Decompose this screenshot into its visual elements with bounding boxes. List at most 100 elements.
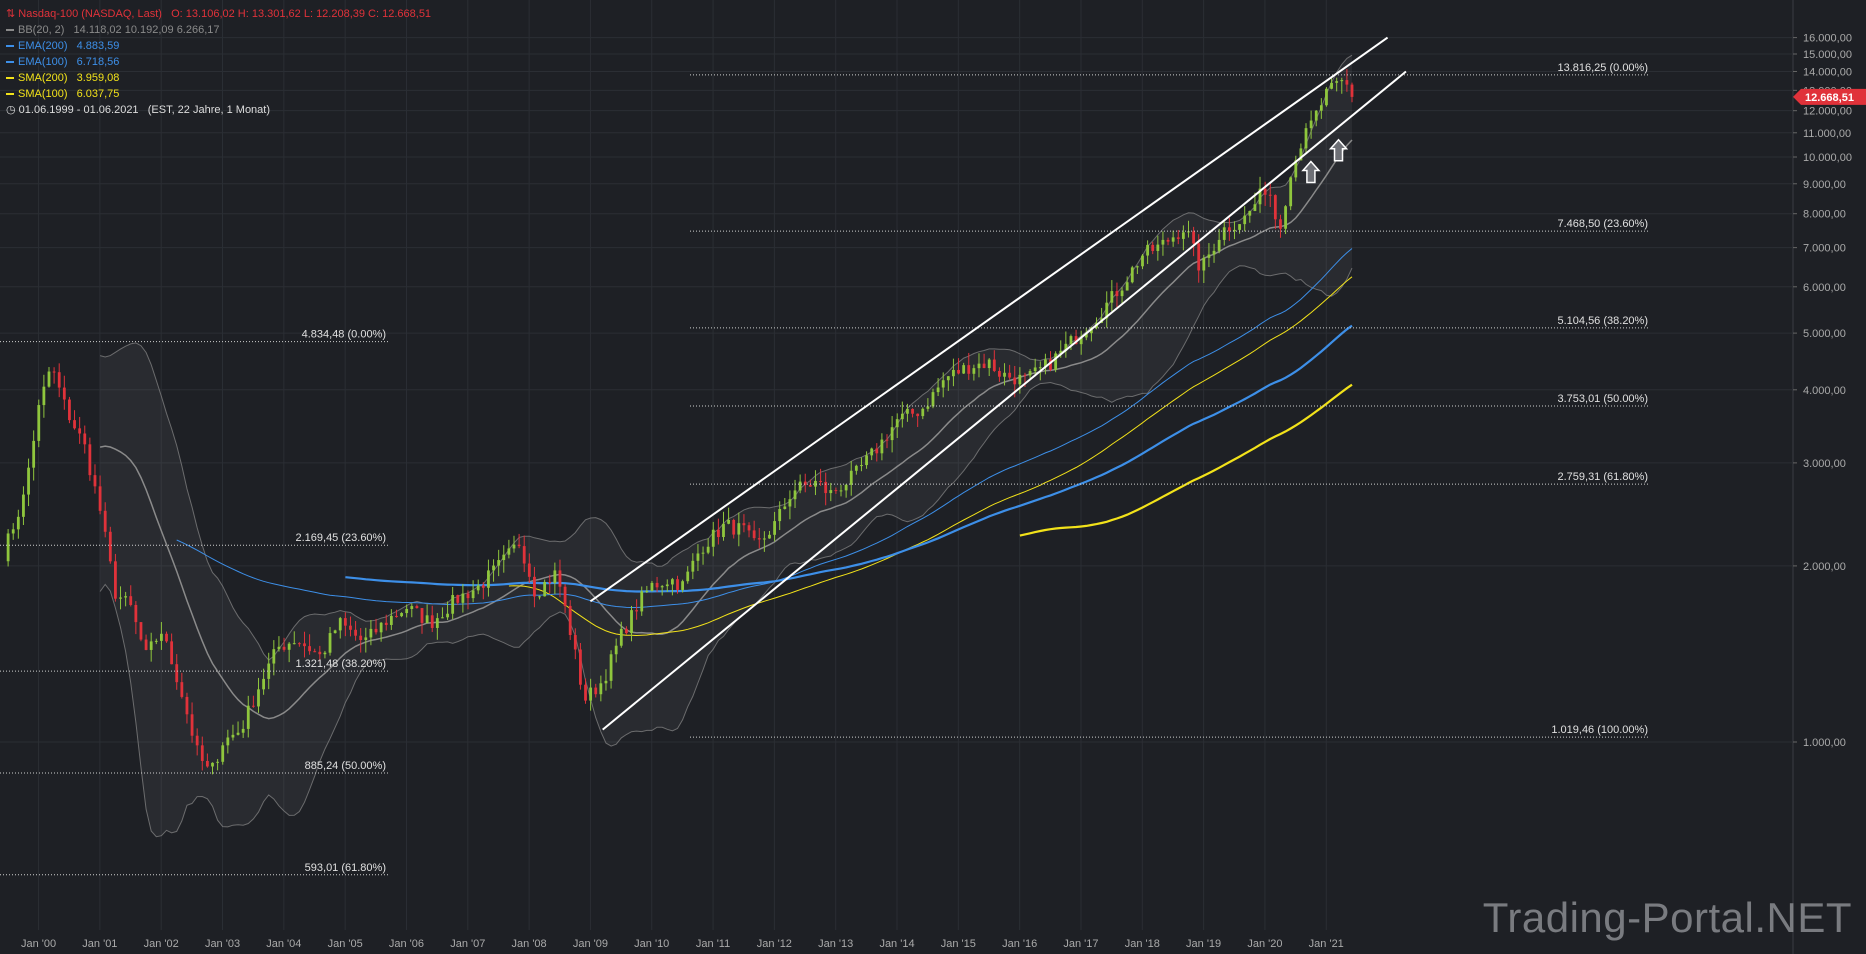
candle bbox=[231, 724, 235, 741]
candle-body bbox=[635, 610, 639, 612]
candle bbox=[992, 350, 996, 373]
candle-body bbox=[328, 633, 332, 653]
candle bbox=[492, 559, 495, 582]
candle-body bbox=[844, 484, 848, 491]
candle bbox=[185, 692, 189, 724]
y-tick-label: 3.000,00 bbox=[1803, 458, 1846, 470]
candle-body bbox=[246, 705, 250, 729]
candle-body bbox=[1023, 374, 1027, 376]
candle-body bbox=[854, 465, 858, 471]
candle-body bbox=[47, 371, 51, 387]
candle bbox=[584, 678, 587, 704]
candle bbox=[1135, 265, 1139, 274]
channel-line[interactable] bbox=[602, 70, 1407, 731]
y-tick-label: 7.000,00 bbox=[1803, 243, 1846, 255]
candle bbox=[625, 626, 628, 635]
candle-body bbox=[308, 646, 311, 652]
candle bbox=[890, 416, 894, 453]
candle bbox=[650, 580, 654, 592]
candle bbox=[282, 637, 286, 652]
candle-body bbox=[354, 629, 357, 636]
candle-body bbox=[849, 470, 853, 485]
candle-body bbox=[911, 408, 914, 414]
candle-body bbox=[1227, 227, 1231, 232]
indicator-swatch bbox=[6, 93, 14, 96]
candle-body bbox=[83, 433, 87, 445]
candle-body bbox=[1018, 374, 1022, 385]
candle-body bbox=[93, 475, 97, 487]
candle bbox=[747, 522, 751, 538]
candle bbox=[369, 620, 373, 646]
candle-body bbox=[487, 570, 490, 588]
candle bbox=[328, 627, 332, 656]
x-tick-label: Jan '04 bbox=[266, 938, 301, 950]
ema200-line bbox=[345, 324, 1353, 593]
candle bbox=[762, 531, 766, 552]
candle bbox=[594, 683, 598, 698]
candle bbox=[6, 529, 10, 567]
candle bbox=[783, 497, 787, 510]
candle-body bbox=[1141, 255, 1144, 267]
candle-body bbox=[931, 392, 935, 407]
candle-body bbox=[32, 440, 36, 468]
candle bbox=[1202, 254, 1206, 284]
candle bbox=[226, 729, 230, 754]
candle bbox=[1069, 334, 1073, 350]
candle-body bbox=[747, 525, 751, 531]
candle-body bbox=[430, 615, 434, 628]
x-tick-label: Jan '10 bbox=[634, 938, 669, 950]
candle bbox=[860, 457, 863, 472]
candle bbox=[1018, 367, 1022, 394]
candle-body bbox=[27, 467, 30, 495]
candle bbox=[180, 672, 184, 699]
candle bbox=[175, 654, 179, 690]
candle bbox=[548, 574, 552, 594]
candle-body bbox=[670, 579, 674, 585]
candle bbox=[313, 648, 317, 653]
x-tick-label: Jan '18 bbox=[1125, 938, 1160, 950]
y-tick-label: 8.000,00 bbox=[1803, 209, 1846, 221]
candle bbox=[246, 695, 250, 738]
candle bbox=[1243, 206, 1247, 232]
candle bbox=[1238, 224, 1241, 234]
candle-body bbox=[476, 585, 480, 591]
candle-body bbox=[170, 641, 174, 665]
candle-body bbox=[890, 427, 894, 441]
candle bbox=[507, 539, 511, 559]
candle bbox=[880, 433, 884, 461]
candle-body bbox=[389, 615, 393, 625]
candle bbox=[446, 601, 449, 620]
candle-body bbox=[52, 371, 56, 373]
candle bbox=[1314, 110, 1318, 127]
trend-channel[interactable] bbox=[589, 36, 1407, 731]
candle-body bbox=[599, 683, 603, 695]
candle bbox=[665, 579, 669, 593]
candle-body bbox=[241, 728, 245, 733]
candle-body bbox=[124, 596, 128, 598]
candle bbox=[297, 642, 301, 647]
candle-body bbox=[1013, 377, 1017, 385]
candle bbox=[732, 518, 736, 539]
candle bbox=[865, 451, 868, 469]
channel-line[interactable] bbox=[589, 36, 1389, 603]
y-tick-label: 6.000,00 bbox=[1803, 282, 1846, 294]
legend-indicator-row: SMA(200) 3.959,08 bbox=[6, 70, 431, 86]
candle bbox=[88, 437, 92, 481]
x-tick-label: Jan '00 bbox=[21, 938, 56, 950]
ohlc-values: O: 13.106,02 H: 13.301,62 L: 12.208,39 C… bbox=[171, 8, 432, 20]
candle bbox=[814, 470, 817, 496]
candle-body bbox=[16, 516, 20, 530]
candle-body bbox=[108, 531, 112, 562]
candle bbox=[599, 675, 603, 702]
candle bbox=[926, 398, 930, 412]
candle-body bbox=[998, 370, 1001, 377]
candle-body bbox=[98, 486, 102, 511]
candle-body bbox=[906, 408, 909, 414]
candle-body bbox=[160, 633, 163, 641]
candle bbox=[195, 728, 199, 756]
candle bbox=[808, 479, 812, 487]
candle bbox=[691, 553, 695, 580]
